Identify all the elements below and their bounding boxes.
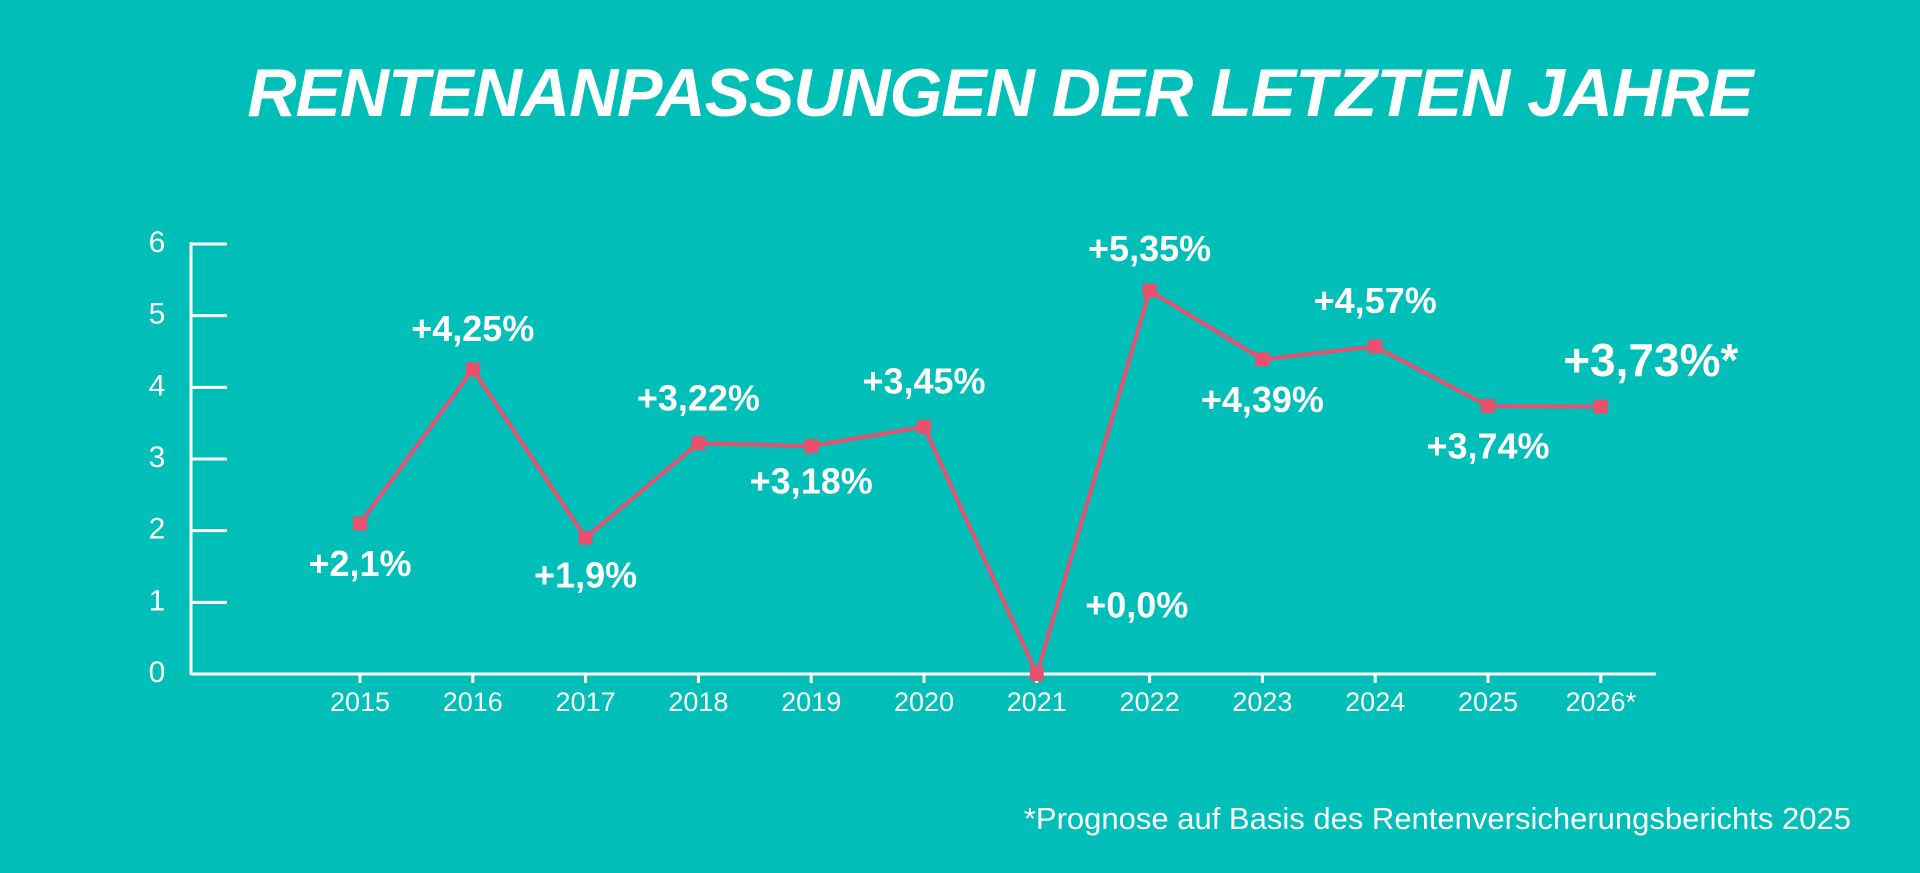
y-tick-label: 2: [149, 513, 166, 546]
x-tick-label: 2019: [781, 687, 841, 717]
value-label: +3,18%: [750, 461, 873, 502]
value-label: +1,9%: [534, 554, 637, 595]
x-tick-label: 2026*: [1566, 687, 1637, 717]
data-point: [917, 419, 931, 434]
value-label: +5,35%: [1088, 228, 1211, 269]
x-tick-label: 2022: [1120, 687, 1180, 717]
y-tick-label: 5: [149, 298, 166, 331]
x-tick-label: 2017: [556, 687, 616, 717]
value-label: +3,74%: [1426, 425, 1549, 466]
value-label: +3,73%*: [1563, 334, 1738, 386]
x-tick-label: 2023: [1232, 687, 1292, 717]
x-tick-label: 2015: [330, 687, 390, 717]
value-label: +4,25%: [411, 308, 534, 349]
x-tick-label: 2024: [1345, 687, 1405, 717]
value-label: +3,45%: [862, 360, 985, 401]
value-label: +3,22%: [637, 378, 760, 419]
y-tick-label: 4: [149, 369, 166, 402]
data-point: [1593, 399, 1608, 414]
data-point: [691, 436, 706, 451]
data-point: [1142, 283, 1157, 298]
y-tick-label: 3: [149, 441, 166, 474]
y-tick-label: 6: [149, 226, 166, 259]
x-tick-label: 2025: [1458, 687, 1518, 717]
data-point: [465, 362, 480, 377]
data-point: [353, 516, 367, 531]
y-tick-label: 1: [149, 584, 166, 617]
data-point: [804, 439, 819, 454]
data-point: [578, 530, 593, 545]
data-point: [1255, 352, 1270, 367]
y-tick-label: 0: [149, 656, 166, 689]
value-label: +2,1%: [308, 543, 411, 584]
x-tick-label: 2016: [443, 687, 503, 717]
data-line: [358, 288, 1601, 676]
x-tick-label: 2020: [894, 687, 954, 717]
x-tick-label: 2021: [1007, 687, 1067, 717]
footnote: *Prognose auf Basis des Rentenversicheru…: [1024, 801, 1851, 836]
value-label: +0,0%: [1085, 585, 1188, 626]
data-point: [1029, 667, 1044, 681]
data-point: [1481, 398, 1495, 413]
data-point: [1368, 339, 1383, 354]
value-label: +4,39%: [1201, 379, 1324, 420]
value-label: +4,57%: [1314, 280, 1437, 321]
chart-title: RENTENANPASSUNGEN DER LETZTEN JAHRE: [247, 55, 1756, 131]
x-tick-label: 2018: [668, 687, 728, 717]
